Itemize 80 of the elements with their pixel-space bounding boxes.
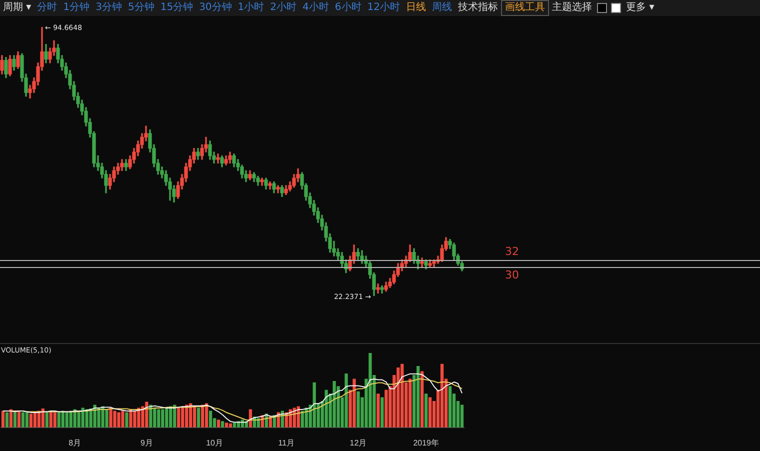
x-tick-label: 10月 xyxy=(206,438,223,448)
text: 1分钟 xyxy=(62,1,91,15)
bar xyxy=(344,374,348,428)
x-tick-label: 8月 xyxy=(68,438,82,448)
text: 2小时 xyxy=(269,1,298,15)
x-tick-label: 2019年 xyxy=(413,438,439,448)
text: 5分钟 xyxy=(126,1,156,15)
bar xyxy=(208,410,212,428)
bar xyxy=(13,412,17,428)
bar xyxy=(1,410,5,428)
x-tick-label: 12月 xyxy=(350,438,367,448)
bar xyxy=(356,391,360,428)
bar xyxy=(193,406,196,428)
bar xyxy=(29,414,33,428)
bar xyxy=(109,408,112,428)
bar xyxy=(420,371,424,428)
bar xyxy=(408,378,412,428)
bar xyxy=(440,364,444,428)
bar xyxy=(137,408,140,428)
bar xyxy=(196,408,200,428)
x-tick-label: 11月 xyxy=(278,438,295,448)
text: 3分钟 xyxy=(94,1,123,15)
x-tick-label: 9月 xyxy=(140,438,153,448)
bar xyxy=(460,404,464,428)
bar xyxy=(81,408,84,428)
text: 15分钟 xyxy=(159,1,194,15)
bar xyxy=(149,404,152,428)
bar xyxy=(153,408,156,428)
text: 6小时 xyxy=(334,1,362,15)
text: 画线工具 xyxy=(501,0,550,16)
bar xyxy=(416,366,420,428)
bar xyxy=(141,406,144,428)
bar xyxy=(105,409,108,428)
ref-line-label: 32 xyxy=(505,245,519,258)
bar xyxy=(117,412,120,428)
bar xyxy=(376,394,380,428)
bar xyxy=(177,408,180,428)
bar xyxy=(125,412,128,428)
bar xyxy=(65,412,68,428)
text: 主题选择 xyxy=(551,1,594,15)
bar xyxy=(384,390,388,428)
text: 周期 ▾ xyxy=(2,1,32,15)
text: 分时 xyxy=(36,1,58,15)
ref-line-label: 30 xyxy=(505,268,519,282)
text: 1小时 xyxy=(236,1,266,15)
candlestick xyxy=(376,284,380,294)
bar xyxy=(145,402,148,428)
bar xyxy=(428,397,432,428)
candlestick xyxy=(216,154,220,164)
text: 30分钟 xyxy=(198,1,233,15)
bar xyxy=(324,390,328,428)
text: 技术指标 xyxy=(457,1,500,15)
text: 日线 xyxy=(405,1,428,15)
bar xyxy=(21,412,25,428)
bar xyxy=(352,378,356,428)
bar xyxy=(448,386,452,428)
bar xyxy=(332,380,336,428)
bar xyxy=(400,364,404,428)
text: 4小时 xyxy=(302,1,330,15)
text: 周线 xyxy=(431,1,454,15)
bar xyxy=(157,409,160,428)
bar xyxy=(53,412,56,428)
bar xyxy=(5,412,9,428)
bar xyxy=(45,412,48,428)
bar xyxy=(368,353,372,428)
bar xyxy=(424,394,428,428)
bar xyxy=(380,397,384,428)
bar xyxy=(113,410,116,428)
bar xyxy=(133,410,136,428)
bar xyxy=(220,421,224,428)
bar xyxy=(396,368,400,428)
text: 更多 ▾ xyxy=(625,1,656,15)
bar xyxy=(25,412,29,428)
bar xyxy=(121,410,124,428)
text: 12小时 xyxy=(366,1,402,15)
bar xyxy=(216,420,220,428)
bar xyxy=(85,409,88,428)
bar xyxy=(57,412,60,428)
bar xyxy=(161,409,164,428)
bar xyxy=(312,382,316,428)
